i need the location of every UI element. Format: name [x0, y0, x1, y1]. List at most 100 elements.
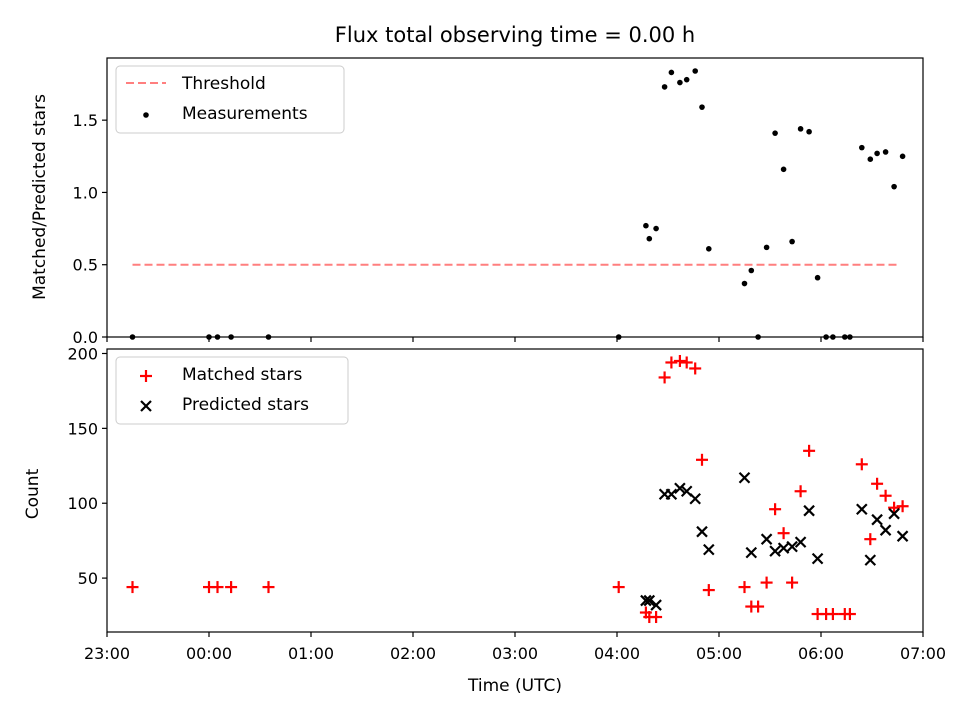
predicted-stars-point [745, 546, 758, 559]
predicted-stars-point [640, 594, 652, 607]
x-tick-label: 02:00 [390, 644, 436, 663]
predicted-stars-point [888, 507, 900, 520]
matched-stars-point [879, 489, 892, 502]
measurement-point [780, 166, 787, 173]
matched-stars-point [673, 354, 686, 367]
top-y-axis-label: Matched/Predicted stars [30, 94, 50, 300]
matched-stars-point [211, 581, 224, 594]
matched-stars-point [871, 477, 884, 490]
legend-box [115, 356, 349, 425]
predicted-stars-point [703, 543, 715, 556]
matched-stars-point [658, 371, 671, 384]
measurement-point [806, 128, 812, 135]
measurement-point [683, 76, 690, 83]
measurement-point [882, 149, 889, 155]
measurement-point [706, 246, 712, 252]
y-tick-label: 200 [67, 344, 98, 363]
measurement-point [661, 84, 668, 90]
matched-stars-point [864, 533, 877, 546]
measurement-point [748, 267, 755, 274]
predicted-stars-point [794, 536, 807, 548]
predicted-stars-point [856, 503, 868, 515]
x-tick-label: 23:00 [84, 644, 130, 663]
matched-stars-point [826, 608, 839, 621]
x-tick-label: 05:00 [696, 644, 742, 663]
legend-handle [143, 112, 149, 118]
measurement-point [874, 150, 880, 157]
matched-stars-point [696, 453, 708, 466]
matched-stars-point [665, 356, 678, 369]
predicted-stars-point [760, 533, 773, 545]
predicted-stars-point [803, 504, 815, 517]
figure-title: Flux total observing time = 0.00 h [335, 23, 695, 47]
measurement-point [699, 104, 705, 110]
predicted-stars-point [738, 471, 751, 484]
matched-stars-point [225, 581, 238, 594]
predicted-stars-point [864, 554, 877, 566]
x-axis-label: Time (UTC) [467, 676, 562, 696]
matched-stars-point [794, 485, 807, 498]
y-tick-label: 0.0 [73, 328, 98, 347]
matched-stars-point [262, 581, 275, 594]
matched-stars-point [738, 581, 751, 594]
predicted-stars-point [650, 599, 662, 611]
legend-label: Predicted stars [182, 395, 309, 415]
predicted-stars-point [896, 530, 909, 542]
measurement-point [741, 280, 748, 287]
predicted-stars-point [696, 525, 708, 538]
legend-label: Matched stars [182, 365, 302, 385]
predicted-stars-point [871, 513, 883, 526]
measurement-point [867, 156, 874, 162]
x-tick-label: 01:00 [288, 644, 334, 663]
x-tick-label: 00:00 [186, 644, 232, 663]
y-tick-label: 50 [78, 569, 98, 588]
matched-stars-point [702, 584, 715, 597]
x-tick-label: 03:00 [492, 644, 538, 663]
matched-stars-point [896, 500, 909, 513]
y-tick-label: 100 [67, 494, 98, 513]
x-tick-label: 06:00 [798, 644, 844, 663]
measurement-point [899, 153, 906, 160]
measurement-point [653, 225, 659, 232]
predicted-stars-point [643, 594, 656, 607]
predicted-stars-point [665, 488, 678, 501]
y-tick-label: 1.0 [73, 183, 98, 202]
matched-stars-point [855, 458, 868, 471]
legend: Threshold Measurements [115, 65, 345, 134]
legend-label: Threshold [181, 74, 266, 94]
measurement-point [646, 235, 653, 242]
axes-frame [106, 57, 924, 338]
axes-frame [106, 348, 924, 633]
measurement-point [891, 183, 897, 190]
measurement-point [643, 222, 649, 229]
predicted-stars-point [769, 545, 781, 557]
matched-stars-point [752, 600, 765, 613]
legend-handle [140, 370, 152, 382]
legend-box [115, 65, 345, 134]
measurement-point [789, 238, 795, 245]
measurement-point [814, 274, 821, 281]
measurement-point [772, 130, 778, 136]
legend-label: Measurements [182, 104, 308, 124]
matched-stars-point [786, 576, 799, 589]
predicted-stars-point [811, 552, 824, 565]
matched-stars-point [777, 527, 790, 540]
legend-handle [140, 400, 152, 412]
x-tick-label: 07:00 [900, 644, 946, 663]
measurement-point [859, 144, 865, 151]
matched-stars-point [612, 581, 625, 594]
matched-stars-point [843, 608, 856, 621]
matched-stars-point [126, 581, 139, 594]
predicted-stars-point [879, 524, 892, 536]
bottom-axes: 50 100 150 200 23:00 00:00 01:00 02:00 03:00 04:0… [67, 344, 946, 663]
matched-stars-point [760, 576, 773, 589]
x-tick-label: 04:00 [594, 644, 640, 663]
measurement-point [677, 79, 683, 86]
legend: Matched stars Predicted stars [115, 356, 349, 425]
predicted-stars-point [689, 492, 701, 505]
matched-stars-point [888, 501, 901, 514]
measurement-point [797, 126, 804, 132]
bottom-y-axis-label: Count [23, 468, 43, 519]
y-tick-label: 150 [67, 419, 98, 438]
y-tick-label: 0.5 [73, 256, 98, 275]
